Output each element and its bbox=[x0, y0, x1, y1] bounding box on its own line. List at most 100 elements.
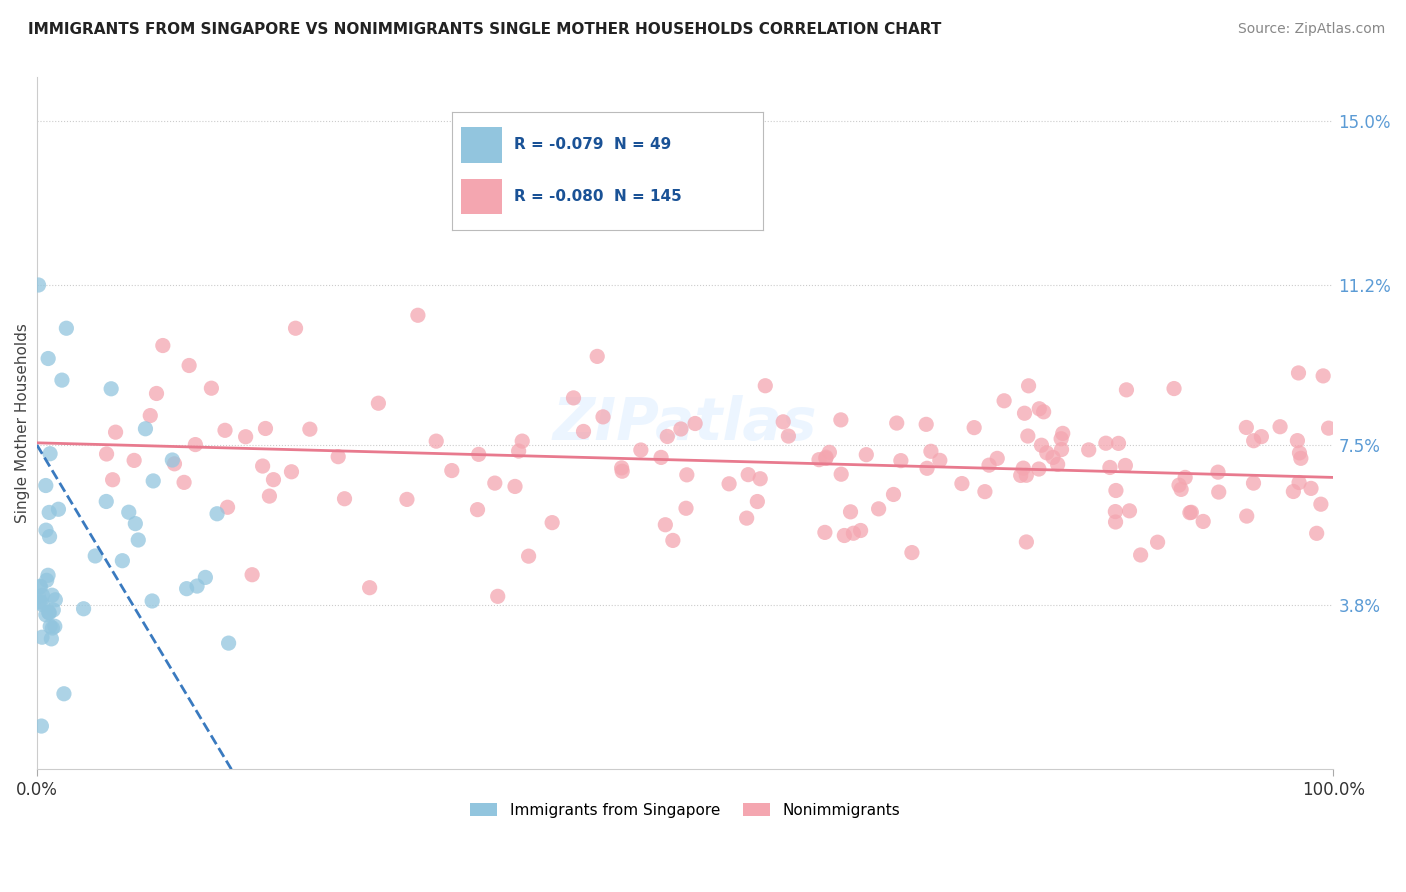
Point bbox=[950, 476, 973, 491]
Point bbox=[101, 473, 124, 487]
Point bbox=[194, 570, 217, 584]
Point bbox=[683, 417, 706, 431]
Point bbox=[572, 425, 595, 439]
Point bbox=[735, 511, 758, 525]
Point bbox=[27, 590, 49, 604]
Point bbox=[280, 465, 302, 479]
Point bbox=[72, 601, 94, 615]
Point bbox=[104, 425, 127, 439]
Point bbox=[259, 489, 281, 503]
Point bbox=[1077, 442, 1099, 457]
Point bbox=[1105, 483, 1128, 498]
Point bbox=[38, 530, 60, 544]
Point bbox=[842, 526, 865, 541]
Point bbox=[48, 502, 70, 516]
Point bbox=[818, 445, 841, 459]
Point bbox=[184, 437, 207, 451]
Point bbox=[973, 484, 995, 499]
Point bbox=[1180, 505, 1202, 519]
Point bbox=[1098, 460, 1121, 475]
Point bbox=[1108, 436, 1130, 450]
Text: Source: ZipAtlas.com: Source: ZipAtlas.com bbox=[1237, 22, 1385, 37]
Point bbox=[118, 505, 141, 519]
Point bbox=[1104, 515, 1126, 529]
Point bbox=[152, 338, 174, 352]
Point bbox=[214, 423, 236, 437]
Point bbox=[298, 422, 321, 436]
Point bbox=[1282, 484, 1305, 499]
Text: ZIPatlas: ZIPatlas bbox=[553, 395, 817, 452]
Point bbox=[1095, 436, 1118, 450]
Point bbox=[1028, 401, 1050, 416]
Point bbox=[186, 579, 208, 593]
Point bbox=[754, 378, 776, 392]
Point bbox=[675, 467, 697, 482]
Point bbox=[37, 351, 59, 366]
Point bbox=[1018, 379, 1040, 393]
Point bbox=[1243, 476, 1265, 491]
Point bbox=[124, 516, 146, 531]
Point bbox=[718, 476, 741, 491]
Point bbox=[1174, 470, 1197, 484]
Point bbox=[1015, 535, 1038, 549]
Point bbox=[205, 507, 228, 521]
Point bbox=[1234, 420, 1257, 434]
Point bbox=[830, 413, 852, 427]
Point bbox=[1017, 429, 1039, 443]
Point bbox=[592, 409, 614, 424]
Point bbox=[834, 528, 856, 542]
Point bbox=[1015, 468, 1038, 483]
Point bbox=[562, 391, 585, 405]
Point bbox=[650, 450, 672, 465]
Point bbox=[31, 598, 53, 612]
Point bbox=[27, 278, 49, 293]
Point bbox=[886, 416, 908, 430]
Point bbox=[1046, 458, 1069, 472]
Point bbox=[1288, 366, 1310, 380]
Point bbox=[163, 457, 186, 471]
Point bbox=[179, 359, 201, 373]
Point bbox=[772, 415, 794, 429]
Point bbox=[993, 393, 1015, 408]
Point bbox=[868, 501, 890, 516]
Point bbox=[814, 450, 837, 465]
Point bbox=[1031, 438, 1053, 452]
Point bbox=[41, 621, 63, 635]
Point bbox=[467, 502, 489, 516]
Point bbox=[986, 451, 1008, 466]
Point bbox=[808, 452, 831, 467]
Point bbox=[1243, 434, 1265, 448]
Point bbox=[1288, 446, 1310, 460]
Point bbox=[38, 505, 60, 519]
Point bbox=[915, 461, 938, 475]
Point bbox=[890, 453, 912, 467]
Point bbox=[425, 434, 447, 449]
Point bbox=[1309, 497, 1331, 511]
Point bbox=[39, 447, 62, 461]
Point bbox=[395, 492, 418, 507]
Point bbox=[127, 533, 149, 547]
Point bbox=[173, 475, 195, 490]
Point bbox=[145, 386, 167, 401]
Point bbox=[830, 467, 852, 482]
Point bbox=[38, 606, 60, 620]
Point bbox=[141, 594, 163, 608]
Point bbox=[1192, 515, 1215, 529]
Point bbox=[484, 476, 506, 491]
Point bbox=[96, 447, 118, 461]
Point bbox=[1289, 451, 1312, 466]
Point bbox=[467, 447, 489, 461]
Point bbox=[31, 630, 53, 644]
Point bbox=[367, 396, 389, 410]
Point bbox=[111, 554, 134, 568]
Point bbox=[855, 448, 877, 462]
Point bbox=[1163, 382, 1185, 396]
Point bbox=[630, 443, 652, 458]
Point bbox=[737, 467, 759, 482]
Point bbox=[749, 472, 772, 486]
Point bbox=[1168, 478, 1191, 492]
Point bbox=[849, 524, 872, 538]
Point bbox=[1050, 442, 1073, 457]
Point bbox=[35, 523, 58, 537]
Point bbox=[612, 464, 634, 478]
